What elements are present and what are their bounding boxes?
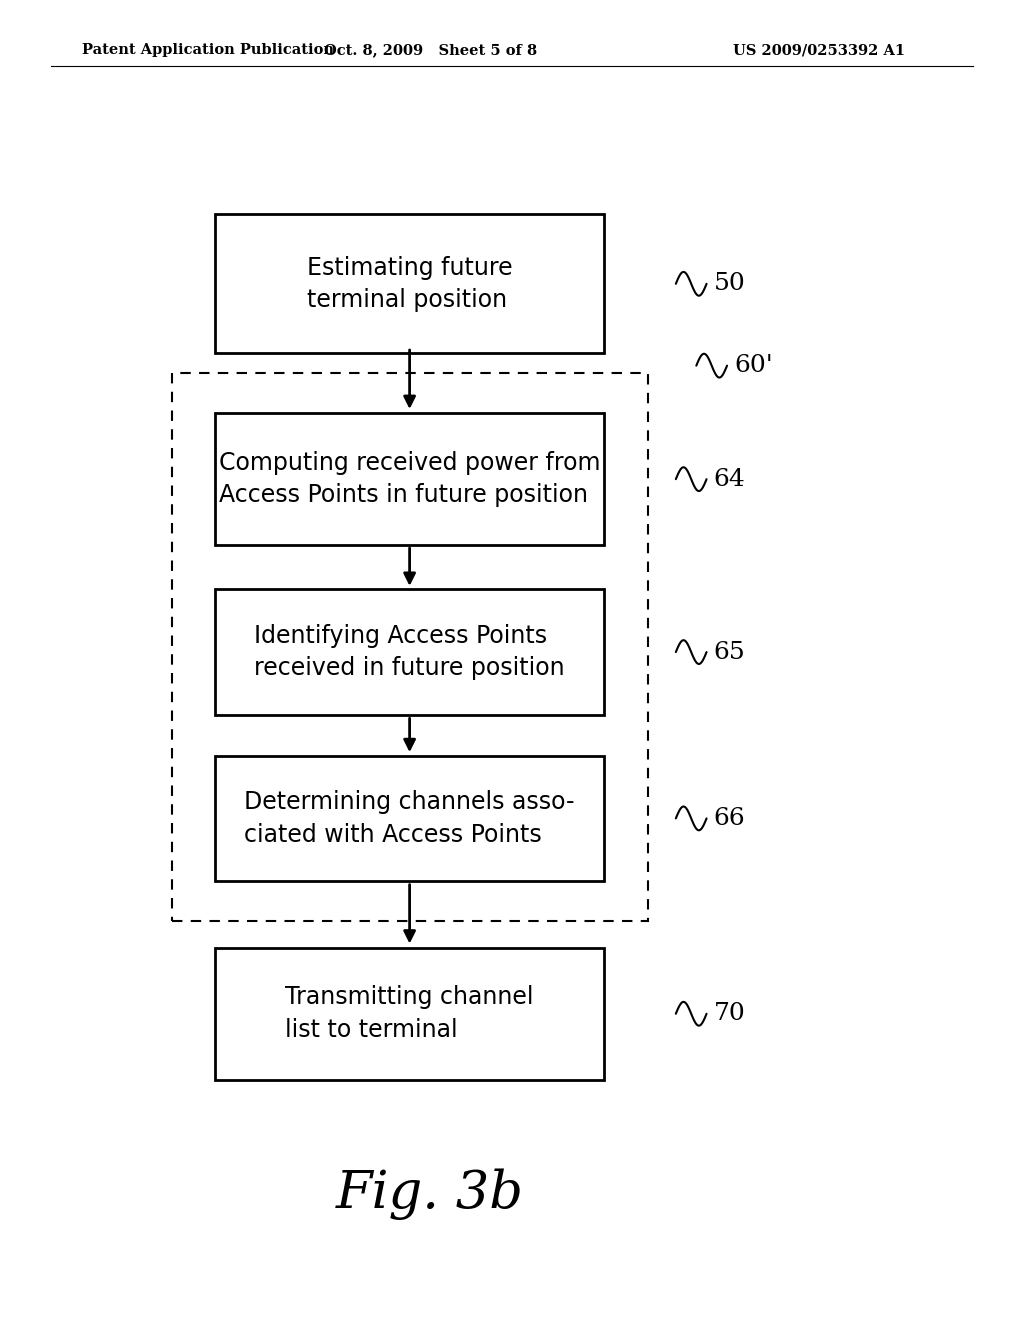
- Bar: [215, 589, 604, 715]
- Text: US 2009/0253392 A1: US 2009/0253392 A1: [733, 44, 905, 57]
- Bar: [215, 948, 604, 1080]
- Text: Determining channels asso-
ciated with Access Points: Determining channels asso- ciated with A…: [245, 791, 574, 846]
- Text: Patent Application Publication: Patent Application Publication: [82, 44, 334, 57]
- Bar: [215, 755, 604, 882]
- Text: Computing received power from
Access Points in future position: Computing received power from Access Poi…: [219, 451, 600, 507]
- Text: 65: 65: [714, 640, 745, 664]
- Text: 50: 50: [714, 272, 745, 296]
- Text: 70: 70: [714, 1002, 745, 1026]
- Text: 66: 66: [714, 807, 745, 830]
- Text: Transmitting channel
list to terminal: Transmitting channel list to terminal: [286, 986, 534, 1041]
- Text: Oct. 8, 2009   Sheet 5 of 8: Oct. 8, 2009 Sheet 5 of 8: [324, 44, 537, 57]
- Text: 60': 60': [734, 354, 773, 378]
- Text: Estimating future
terminal position: Estimating future terminal position: [307, 256, 512, 312]
- Text: Fig. 3b: Fig. 3b: [336, 1168, 524, 1221]
- Bar: [172, 372, 648, 921]
- Text: Identifying Access Points
received in future position: Identifying Access Points received in fu…: [254, 624, 565, 680]
- Text: 64: 64: [714, 467, 745, 491]
- Bar: [215, 214, 604, 352]
- Bar: [215, 413, 604, 545]
